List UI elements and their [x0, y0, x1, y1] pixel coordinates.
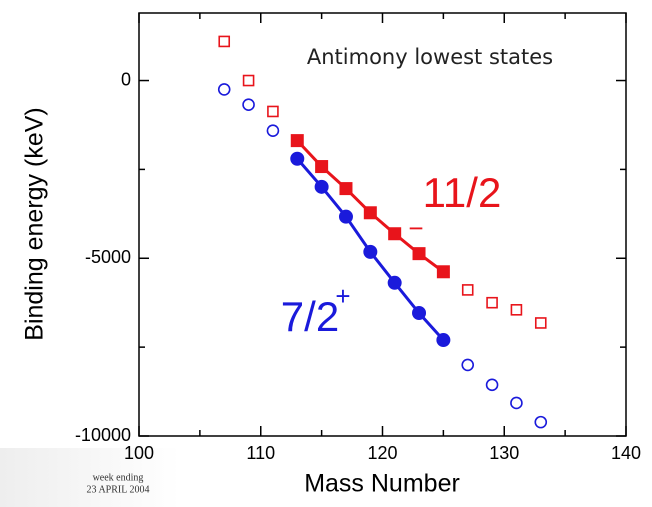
- x-tick-label: 110: [246, 443, 275, 463]
- chart-title: Antimony lowest states: [307, 45, 553, 69]
- x-axis-label: Mass Number: [304, 470, 460, 498]
- annotation-sup: +: [335, 281, 350, 311]
- x-tick-label: 100: [124, 443, 154, 463]
- point: [338, 209, 353, 224]
- point: [266, 124, 280, 137]
- point: [267, 105, 279, 118]
- point: [486, 296, 498, 309]
- point: [339, 182, 353, 196]
- point: [534, 415, 548, 429]
- point: [314, 179, 329, 194]
- point: [363, 206, 377, 220]
- y-tick-label: 0: [121, 69, 131, 89]
- point: [412, 247, 426, 261]
- point: [218, 35, 231, 48]
- point: [510, 304, 523, 316]
- point: [242, 74, 255, 87]
- x-tick-label: 140: [611, 443, 641, 463]
- point: [534, 317, 547, 329]
- paper-text: week ending: [93, 472, 144, 483]
- point: [315, 160, 329, 174]
- point: [461, 358, 475, 372]
- y-tick-label: -10000: [75, 425, 131, 445]
- point: [242, 98, 255, 112]
- annotation-sup: −: [408, 213, 423, 243]
- point: [485, 378, 499, 392]
- x-tick-label: 120: [367, 443, 397, 463]
- point: [436, 265, 450, 279]
- x-tick-label: 130: [489, 443, 519, 463]
- annotation: 7/2: [281, 293, 339, 340]
- point: [412, 306, 427, 321]
- point: [388, 227, 402, 241]
- point: [436, 333, 451, 348]
- paper-fragment: [0, 448, 180, 507]
- point: [290, 151, 305, 166]
- point: [510, 396, 523, 410]
- point: [461, 284, 474, 296]
- annotation: 11/2: [423, 169, 502, 216]
- y-tick-label: -5000: [85, 247, 131, 267]
- point: [217, 83, 231, 96]
- point: [290, 134, 304, 148]
- point: [363, 244, 378, 259]
- y-axis-label: Binding energy (keV): [21, 107, 49, 340]
- paper-text: 23 APRIL 2004: [87, 484, 150, 495]
- point: [387, 275, 402, 290]
